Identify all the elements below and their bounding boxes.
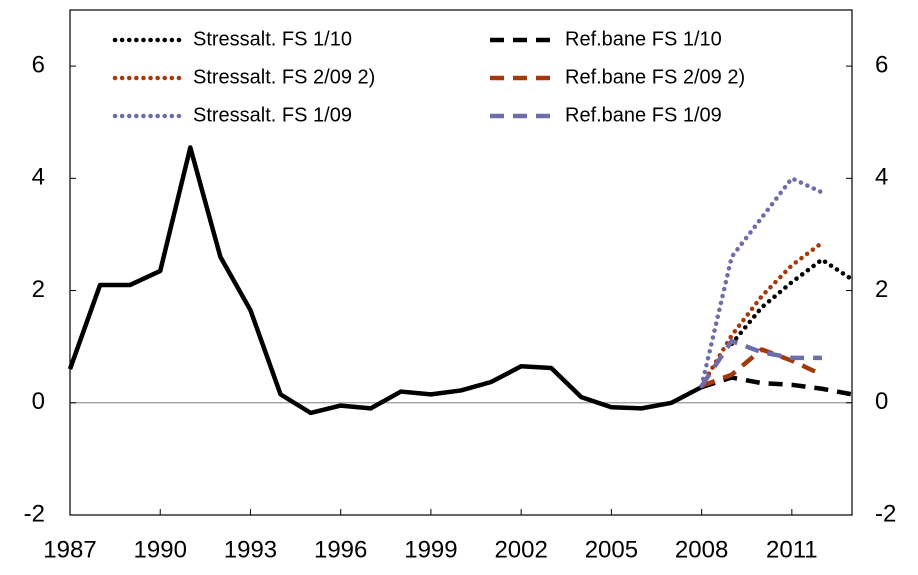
y-tick-label: 6 (32, 51, 45, 78)
x-tick-label: 2011 (766, 536, 818, 563)
series-line (700, 347, 823, 389)
y2-tick-label: 4 (875, 164, 888, 191)
series-line (67, 145, 703, 416)
y-tick-label: 2 (32, 276, 45, 303)
x-tick-label: 1999 (404, 536, 457, 563)
plot-frame (69, 9, 853, 516)
x-tick-label: 1987 (43, 536, 96, 563)
y-tick-label: 4 (32, 164, 45, 191)
y-tick-label: -2 (24, 500, 45, 527)
x-tick-label: 1996 (314, 536, 367, 563)
series-line (699, 240, 825, 389)
legend-label: Ref.bane FS 2/09 2) (565, 66, 745, 88)
legend-label: Stressalt. FS 1/09 (193, 104, 352, 126)
y-tick-label: 0 (32, 388, 45, 415)
y2-tick-label: -2 (875, 500, 896, 527)
series-line (700, 375, 853, 397)
y2-tick-label: 2 (875, 276, 888, 303)
x-tick-label: 2008 (675, 536, 728, 563)
series-line (699, 176, 825, 389)
series-line (729, 257, 855, 347)
x-tick-label: 2002 (494, 536, 547, 563)
x-tick-label: 1990 (134, 536, 187, 563)
y2-tick-label: 0 (875, 388, 888, 415)
legend-label: Stressalt. FS 1/10 (193, 28, 352, 50)
legend-label: Ref.bane FS 1/10 (565, 28, 722, 50)
y2-tick-label: 6 (875, 51, 888, 78)
x-tick-label: 1993 (224, 536, 277, 563)
x-tick-label: 2005 (585, 536, 638, 563)
legend-label: Stressalt. FS 2/09 2) (193, 66, 375, 88)
legend-label: Ref.bane FS 1/09 (565, 104, 722, 126)
series-line (699, 338, 822, 388)
